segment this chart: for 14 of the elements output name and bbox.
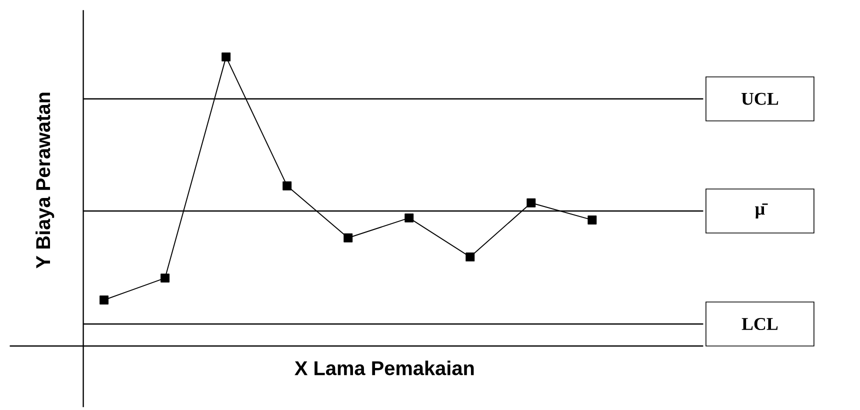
ref-line-label: LCL [742, 318, 778, 330]
point [160, 274, 170, 283]
point [588, 215, 597, 224]
x-axis-title: X Lama Pemakaian [294, 360, 474, 376]
ref-line-label: UCL [741, 92, 778, 105]
ref-line-label: μ̄ [755, 204, 768, 218]
point [282, 181, 292, 190]
point [404, 213, 414, 222]
point [344, 233, 353, 242]
point [466, 252, 475, 262]
point [222, 52, 231, 62]
point [100, 296, 109, 305]
point [526, 198, 536, 208]
y-axis-title: Y Biaya Perawatan [36, 92, 54, 268]
